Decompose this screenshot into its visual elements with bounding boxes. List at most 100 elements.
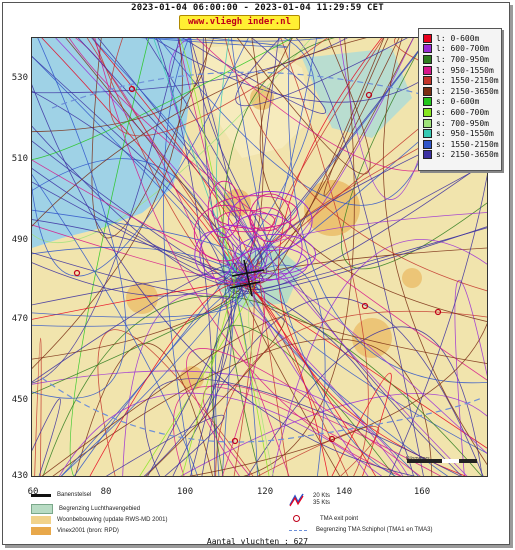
legend-label: s: 700-950m — [436, 118, 489, 128]
flight-track — [246, 265, 487, 476]
flight-track — [168, 38, 468, 476]
flight-track — [179, 38, 270, 476]
flight-track — [42, 295, 483, 476]
flight-track — [32, 174, 198, 476]
flight-track — [249, 193, 292, 242]
legend-label: s: 1550-2150m — [436, 139, 499, 149]
legend-swatch — [423, 139, 432, 149]
flight-track — [32, 278, 244, 318]
flight-track — [237, 246, 309, 280]
flight-track — [341, 38, 487, 270]
flight-track — [163, 38, 193, 476]
legend-label: s: 0-600m — [436, 97, 480, 107]
legend-label: l: 2150-3650m — [436, 86, 499, 96]
flight-track — [32, 56, 260, 273]
flight-track — [331, 372, 392, 476]
flight-track — [32, 283, 252, 327]
flight-track — [32, 271, 263, 306]
runway-key: Banenstelsel — [31, 492, 91, 498]
tma-exit-key-label: TMA exit point — [320, 515, 359, 522]
flight-track — [32, 159, 259, 278]
flight-track — [230, 38, 396, 476]
housing-key: Woonbebouwing (update RWS-MD 2001) — [31, 516, 168, 524]
legend-swatch — [423, 129, 432, 139]
flight-track — [172, 386, 402, 476]
flight-track — [32, 38, 183, 369]
altitude-legend: l: 0-600m l: 600-700m l: 700-950m l: 950-15… — [418, 28, 502, 171]
flight-track — [382, 38, 487, 465]
legend-swatch — [423, 76, 432, 86]
tma-exit-key: TMA exit point — [293, 515, 358, 522]
legend-swatch — [423, 44, 432, 54]
flight-track — [32, 38, 367, 227]
flight-track — [278, 38, 467, 476]
housing-area — [250, 86, 274, 110]
flight-track — [139, 38, 288, 48]
tma-exit-point — [328, 435, 336, 443]
x-tick-label: 80 — [100, 487, 112, 497]
wind-speed-label: 35 Kts — [313, 500, 331, 506]
legend-item: s: 600-700m — [419, 107, 501, 118]
legend-item: l: 950-1550m — [419, 65, 501, 76]
flight-track — [97, 329, 254, 476]
flight-track — [188, 322, 487, 476]
legend-item: l: 600-700m — [419, 44, 501, 55]
legend-item: l: 2150-3650m — [419, 86, 501, 97]
flight-track — [32, 290, 240, 395]
flight-track — [32, 398, 61, 476]
x-tick-label: 100 — [176, 487, 194, 497]
flight-track — [32, 84, 416, 476]
flight-track — [287, 38, 487, 384]
map-key: Banenstelsel Begrenzing Luchthavengebied… — [31, 482, 486, 535]
flight-track — [227, 191, 313, 251]
flight-track — [259, 38, 487, 322]
legend-label: l: 950-1550m — [436, 65, 494, 75]
tma-exit-point — [361, 302, 369, 310]
flight-track — [151, 38, 326, 42]
tma-boundary-line — [51, 71, 474, 129]
legend-item: s: 0-600m — [419, 97, 501, 108]
flight-track — [32, 276, 252, 360]
flight-track — [239, 38, 264, 273]
tma-exit-point — [73, 269, 81, 277]
housing-area — [402, 268, 422, 288]
airport-boundary-key: Begrenzing Luchthavengebied — [31, 504, 140, 514]
y-tick-label: 490 — [11, 235, 28, 245]
vinex-key: Vinex2001 (bron: RPD) — [31, 527, 119, 535]
flight-track — [77, 38, 262, 265]
flight-track — [239, 38, 414, 271]
tma-exit-icon — [293, 515, 300, 522]
legend-swatch — [423, 86, 432, 96]
x-tick-label: 60 — [27, 487, 39, 497]
legend-item: s: 950-1550m — [419, 128, 501, 139]
tma-exit-point — [365, 91, 373, 99]
flight-track — [180, 393, 487, 476]
flight-track — [32, 55, 244, 285]
flight-track — [32, 38, 312, 244]
legend-label: s: 950-1550m — [436, 129, 494, 139]
site-url-badge[interactable]: www.vliegh inder.nl — [179, 15, 300, 30]
flight-track — [32, 90, 233, 476]
flight-track — [221, 282, 266, 476]
flight-track — [59, 392, 382, 476]
y-tick-label: 510 — [11, 154, 28, 164]
legend-item: l: 1550-2150m — [419, 75, 501, 86]
flight-track — [247, 326, 483, 476]
flight-track-map[interactable] — [31, 37, 488, 477]
flight-track — [32, 158, 258, 476]
wind-icon — [289, 493, 304, 507]
flight-track — [389, 174, 487, 476]
flight-track — [217, 209, 276, 233]
flight-count: Aantal vluchten : 627 — [206, 537, 309, 546]
flight-track — [247, 280, 274, 476]
flight-track — [215, 310, 487, 476]
flight-track — [68, 38, 487, 381]
x-tick-label: 160 — [413, 487, 431, 497]
flight-track — [105, 414, 225, 476]
legend-label: s: 2150-3650m — [436, 150, 499, 160]
flight-track — [246, 38, 318, 286]
flight-track — [147, 263, 249, 476]
flight-track — [41, 317, 285, 476]
flight-track — [97, 38, 268, 277]
scale-bar-segment — [442, 459, 459, 463]
